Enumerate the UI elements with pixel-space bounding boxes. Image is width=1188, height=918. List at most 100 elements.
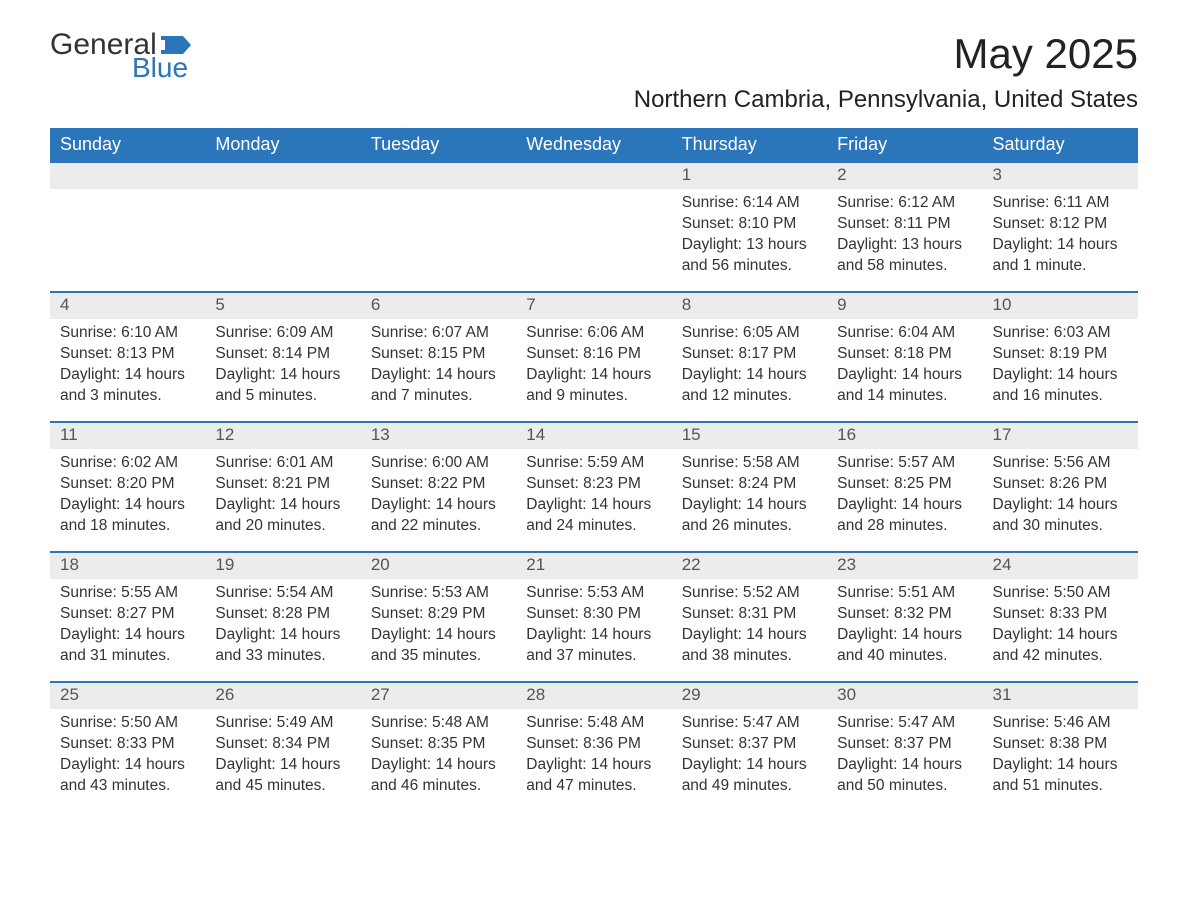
sunrise-text: Sunrise: 6:09 AM <box>215 323 350 344</box>
day-body <box>205 189 360 203</box>
logo-word2: Blue <box>132 54 191 82</box>
dow-wednesday: Wednesday <box>516 128 671 161</box>
daylight-text: Daylight: 14 hours and 43 minutes. <box>60 755 195 797</box>
day-number: 20 <box>361 553 516 579</box>
sunrise-text: Sunrise: 5:47 AM <box>837 713 972 734</box>
day-number: 12 <box>205 423 360 449</box>
day-cell: 31Sunrise: 5:46 AMSunset: 8:38 PMDayligh… <box>983 683 1138 811</box>
day-number: 6 <box>361 293 516 319</box>
day-body: Sunrise: 5:48 AMSunset: 8:35 PMDaylight:… <box>361 709 516 807</box>
day-body: Sunrise: 6:14 AMSunset: 8:10 PMDaylight:… <box>672 189 827 287</box>
day-body: Sunrise: 6:10 AMSunset: 8:13 PMDaylight:… <box>50 319 205 417</box>
daylight-text: Daylight: 14 hours and 28 minutes. <box>837 495 972 537</box>
sunrise-text: Sunrise: 6:02 AM <box>60 453 195 474</box>
daylight-text: Daylight: 14 hours and 24 minutes. <box>526 495 661 537</box>
day-number: 26 <box>205 683 360 709</box>
dow-thursday: Thursday <box>672 128 827 161</box>
day-number: 11 <box>50 423 205 449</box>
day-body: Sunrise: 5:53 AMSunset: 8:30 PMDaylight:… <box>516 579 671 677</box>
sunset-text: Sunset: 8:16 PM <box>526 344 661 365</box>
day-number: 1 <box>672 163 827 189</box>
day-body: Sunrise: 6:02 AMSunset: 8:20 PMDaylight:… <box>50 449 205 547</box>
day-cell: 9Sunrise: 6:04 AMSunset: 8:18 PMDaylight… <box>827 293 982 421</box>
logo: General Blue <box>50 30 191 82</box>
daylight-text: Daylight: 14 hours and 49 minutes. <box>682 755 817 797</box>
day-number: 27 <box>361 683 516 709</box>
daylight-text: Daylight: 14 hours and 35 minutes. <box>371 625 506 667</box>
day-body: Sunrise: 6:11 AMSunset: 8:12 PMDaylight:… <box>983 189 1138 287</box>
sunset-text: Sunset: 8:19 PM <box>993 344 1128 365</box>
days-of-week-header: Sunday Monday Tuesday Wednesday Thursday… <box>50 128 1138 161</box>
sunset-text: Sunset: 8:12 PM <box>993 214 1128 235</box>
dow-tuesday: Tuesday <box>361 128 516 161</box>
daylight-text: Daylight: 14 hours and 14 minutes. <box>837 365 972 407</box>
day-number: 25 <box>50 683 205 709</box>
day-body: Sunrise: 6:03 AMSunset: 8:19 PMDaylight:… <box>983 319 1138 417</box>
day-number: 16 <box>827 423 982 449</box>
daylight-text: Daylight: 13 hours and 56 minutes. <box>682 235 817 277</box>
day-body: Sunrise: 5:57 AMSunset: 8:25 PMDaylight:… <box>827 449 982 547</box>
daylight-text: Daylight: 14 hours and 31 minutes. <box>60 625 195 667</box>
daylight-text: Daylight: 14 hours and 30 minutes. <box>993 495 1128 537</box>
day-body: Sunrise: 5:50 AMSunset: 8:33 PMDaylight:… <box>50 709 205 807</box>
day-body: Sunrise: 5:58 AMSunset: 8:24 PMDaylight:… <box>672 449 827 547</box>
day-cell: 30Sunrise: 5:47 AMSunset: 8:37 PMDayligh… <box>827 683 982 811</box>
sunrise-text: Sunrise: 6:14 AM <box>682 193 817 214</box>
calendar: Sunday Monday Tuesday Wednesday Thursday… <box>50 128 1138 811</box>
daylight-text: Daylight: 14 hours and 12 minutes. <box>682 365 817 407</box>
sunset-text: Sunset: 8:14 PM <box>215 344 350 365</box>
sunset-text: Sunset: 8:32 PM <box>837 604 972 625</box>
day-number: 21 <box>516 553 671 579</box>
day-number: 15 <box>672 423 827 449</box>
daylight-text: Daylight: 14 hours and 5 minutes. <box>215 365 350 407</box>
day-number: . <box>205 163 360 189</box>
dow-sunday: Sunday <box>50 128 205 161</box>
sunset-text: Sunset: 8:36 PM <box>526 734 661 755</box>
day-cell: 10Sunrise: 6:03 AMSunset: 8:19 PMDayligh… <box>983 293 1138 421</box>
day-cell: 18Sunrise: 5:55 AMSunset: 8:27 PMDayligh… <box>50 553 205 681</box>
day-number: 8 <box>672 293 827 319</box>
week-row: ....1Sunrise: 6:14 AMSunset: 8:10 PMDayl… <box>50 161 1138 291</box>
day-cell: 20Sunrise: 5:53 AMSunset: 8:29 PMDayligh… <box>361 553 516 681</box>
sunset-text: Sunset: 8:35 PM <box>371 734 506 755</box>
day-number: 29 <box>672 683 827 709</box>
day-cell: . <box>50 163 205 291</box>
daylight-text: Daylight: 14 hours and 9 minutes. <box>526 365 661 407</box>
day-cell: 14Sunrise: 5:59 AMSunset: 8:23 PMDayligh… <box>516 423 671 551</box>
sunset-text: Sunset: 8:37 PM <box>682 734 817 755</box>
sunrise-text: Sunrise: 5:57 AM <box>837 453 972 474</box>
weeks-container: ....1Sunrise: 6:14 AMSunset: 8:10 PMDayl… <box>50 161 1138 811</box>
day-body: Sunrise: 5:47 AMSunset: 8:37 PMDaylight:… <box>827 709 982 807</box>
week-row: 4Sunrise: 6:10 AMSunset: 8:13 PMDaylight… <box>50 291 1138 421</box>
daylight-text: Daylight: 14 hours and 16 minutes. <box>993 365 1128 407</box>
day-number: . <box>516 163 671 189</box>
sunset-text: Sunset: 8:31 PM <box>682 604 817 625</box>
daylight-text: Daylight: 14 hours and 45 minutes. <box>215 755 350 797</box>
daylight-text: Daylight: 14 hours and 20 minutes. <box>215 495 350 537</box>
day-number: 22 <box>672 553 827 579</box>
week-row: 18Sunrise: 5:55 AMSunset: 8:27 PMDayligh… <box>50 551 1138 681</box>
sunrise-text: Sunrise: 6:06 AM <box>526 323 661 344</box>
sunset-text: Sunset: 8:18 PM <box>837 344 972 365</box>
day-body <box>516 189 671 203</box>
sunset-text: Sunset: 8:34 PM <box>215 734 350 755</box>
sunrise-text: Sunrise: 6:12 AM <box>837 193 972 214</box>
day-body: Sunrise: 5:50 AMSunset: 8:33 PMDaylight:… <box>983 579 1138 677</box>
day-cell: 28Sunrise: 5:48 AMSunset: 8:36 PMDayligh… <box>516 683 671 811</box>
sunrise-text: Sunrise: 5:53 AM <box>371 583 506 604</box>
sunset-text: Sunset: 8:22 PM <box>371 474 506 495</box>
day-cell: 22Sunrise: 5:52 AMSunset: 8:31 PMDayligh… <box>672 553 827 681</box>
day-body: Sunrise: 5:52 AMSunset: 8:31 PMDaylight:… <box>672 579 827 677</box>
daylight-text: Daylight: 14 hours and 3 minutes. <box>60 365 195 407</box>
sunset-text: Sunset: 8:33 PM <box>60 734 195 755</box>
sunset-text: Sunset: 8:13 PM <box>60 344 195 365</box>
sunset-text: Sunset: 8:28 PM <box>215 604 350 625</box>
sunset-text: Sunset: 8:26 PM <box>993 474 1128 495</box>
week-row: 25Sunrise: 5:50 AMSunset: 8:33 PMDayligh… <box>50 681 1138 811</box>
daylight-text: Daylight: 14 hours and 26 minutes. <box>682 495 817 537</box>
day-cell: 23Sunrise: 5:51 AMSunset: 8:32 PMDayligh… <box>827 553 982 681</box>
sunset-text: Sunset: 8:20 PM <box>60 474 195 495</box>
day-body: Sunrise: 6:09 AMSunset: 8:14 PMDaylight:… <box>205 319 360 417</box>
header: General Blue May 2025 <box>50 30 1138 82</box>
day-number: 23 <box>827 553 982 579</box>
